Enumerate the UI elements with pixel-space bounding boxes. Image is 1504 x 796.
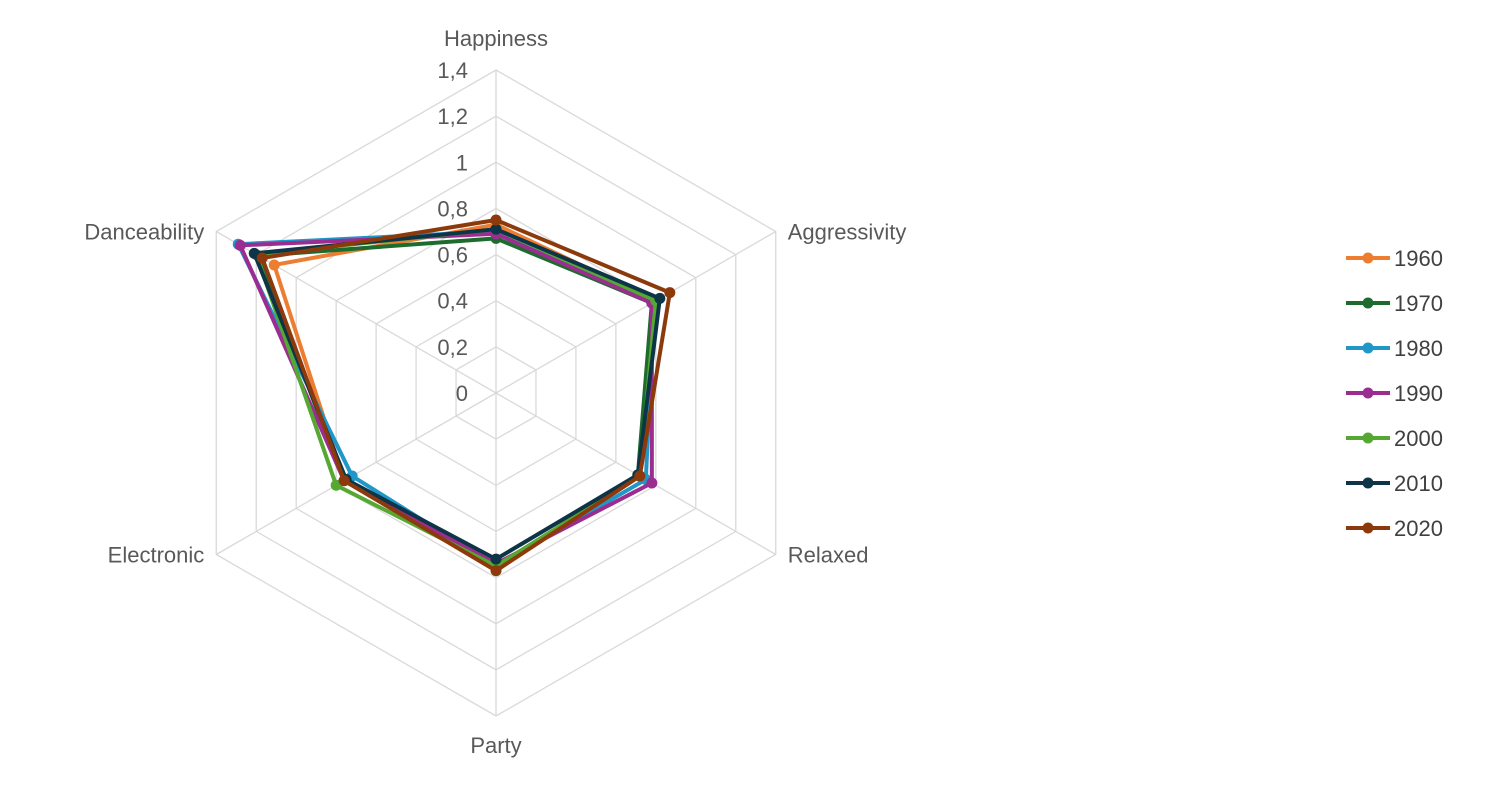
axis-label-electronic: Electronic [108,543,205,568]
point-2020-aggressivity [664,287,676,299]
point-1960-danceability [268,259,280,271]
legend-label: 1970 [1394,291,1443,316]
legend: 1960 1970 1980 1990 2000 2010 2020 [1346,246,1443,541]
series-group [232,214,676,577]
legend-item-2010[interactable]: 2010 [1346,471,1443,496]
legend-swatch-marker [1362,252,1374,264]
legend-swatch-marker [1362,522,1374,534]
point-2010-party [490,553,502,565]
point-2010-happiness [490,223,502,235]
point-1990-relaxed [646,477,658,489]
legend-swatch-marker [1362,342,1374,354]
point-2020-party [490,565,502,577]
legend-label: 2000 [1394,426,1443,451]
point-2020-relaxed [634,470,646,482]
series-2020 [256,214,676,577]
point-2020-happiness [490,214,502,226]
legend-swatch-marker [1362,387,1374,399]
legend-item-2000[interactable]: 2000 [1346,426,1443,451]
legend-label: 2010 [1394,471,1443,496]
legend-item-1960[interactable]: 1960 [1346,246,1443,271]
point-2010-danceability [248,247,260,259]
axis-label-relaxed: Relaxed [788,543,869,568]
point-2000-electronic [330,479,342,491]
legend-swatch-marker [1362,297,1374,309]
axis-label-party: Party [470,733,521,758]
point-1990-danceability [234,239,246,251]
legend-label: 1990 [1394,381,1443,406]
axis-labels: Happiness Aggressivity Relaxed Party Electro… [84,26,906,758]
legend-label: 1980 [1394,336,1443,361]
legend-swatch-marker [1362,432,1374,444]
tick-label-3: 0,6 [437,243,468,268]
tick-label-1: 0,2 [437,335,468,360]
tick-labels: 0 0,2 0,4 0,6 0,8 1 1,2 1,4 [437,58,468,406]
tick-label-2: 0,4 [437,289,468,314]
legend-swatch-marker [1362,477,1374,489]
legend-item-1990[interactable]: 1990 [1346,381,1443,406]
axis-label-happiness: Happiness [444,26,548,51]
legend-label: 2020 [1394,516,1443,541]
legend-label: 1960 [1394,246,1443,271]
axis-label-aggressivity: Aggressivity [788,220,907,245]
tick-label-6: 1,2 [437,104,468,129]
spoke-aggressivity [495,230,777,394]
radar-spokes [215,70,777,716]
tick-label-7: 1,4 [437,58,468,83]
legend-item-1970[interactable]: 1970 [1346,291,1443,316]
legend-item-2020[interactable]: 2020 [1346,516,1443,541]
point-2020-electronic [338,475,350,487]
legend-item-1980[interactable]: 1980 [1346,336,1443,361]
tick-label-5: 1 [456,150,468,175]
axis-label-danceability: Danceability [84,220,204,245]
tick-label-0: 0 [456,381,468,406]
point-2010-aggressivity [654,292,666,304]
tick-label-4: 0,8 [437,196,468,221]
point-2020-danceability [256,252,268,264]
